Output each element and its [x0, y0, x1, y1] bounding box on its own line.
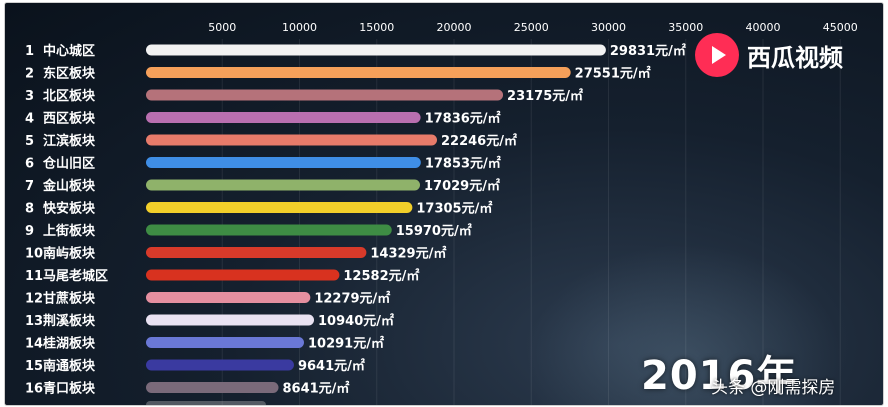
- logo-text: 西瓜视频: [747, 43, 843, 72]
- category-label: 青口板块: [43, 381, 96, 397]
- category-label: 甘蔗板块: [43, 291, 96, 307]
- bar: [146, 401, 266, 405]
- value-label: 17836元/㎡: [425, 111, 501, 127]
- bar: [146, 292, 311, 303]
- category-label: 快安板块: [43, 201, 96, 217]
- category-label: 上街板块: [43, 223, 96, 239]
- value-label: 10940元/㎡: [318, 313, 394, 329]
- bar: [146, 382, 279, 393]
- rank-label: 4: [25, 112, 34, 127]
- x-tick-label: 10000: [282, 21, 317, 34]
- bar: [146, 44, 606, 56]
- rank-label: 1: [25, 44, 34, 59]
- x-tick-label: 30000: [591, 21, 626, 34]
- bar: [146, 179, 421, 191]
- bar: [146, 314, 315, 326]
- xigua-logo: 西瓜视频: [695, 31, 843, 79]
- value-label: 17305元/㎡: [416, 201, 492, 217]
- bar: [146, 134, 438, 146]
- rank-label: 14: [25, 337, 43, 352]
- bar: [146, 224, 392, 236]
- category-label: 南屿板块: [43, 246, 96, 262]
- category-label: 北区板块: [43, 88, 96, 104]
- bar: [146, 247, 367, 258]
- category-label: 东区板块: [43, 66, 96, 82]
- background-glow: [525, 243, 845, 405]
- value-label: 22246元/㎡: [441, 133, 517, 149]
- x-tick-label: 20000: [437, 21, 472, 34]
- bar: [146, 359, 294, 371]
- value-label: 8641元/㎡: [283, 381, 350, 397]
- value-label: 9641元/㎡: [298, 358, 365, 374]
- rank-label: 6: [25, 157, 34, 172]
- category-label: 荆溪板块: [43, 313, 96, 329]
- bar: [146, 157, 421, 168]
- category-label: 江滨板块: [43, 133, 96, 149]
- rank-label: 3: [25, 89, 34, 104]
- watermark: 头条 @刚需探房: [711, 378, 836, 398]
- rank-label: 16: [25, 382, 43, 397]
- x-tick-label: 45000: [823, 21, 858, 34]
- category-label: 南通板块: [43, 358, 96, 374]
- bar: [146, 112, 421, 123]
- rank-label: 2: [25, 67, 34, 82]
- category-label: 桂湖板块: [42, 336, 96, 352]
- year-label: 2016年: [641, 353, 798, 399]
- partial-next-row: [21, 401, 161, 405]
- rank-label: 15: [25, 359, 43, 374]
- play-icon: [695, 33, 739, 77]
- value-label: 17029元/㎡: [424, 178, 500, 194]
- bar-chart: 5000 10000 15000 20000 25000 30000 35000 40000 4…: [25, 21, 858, 405]
- category-label: 中心城区: [43, 43, 95, 59]
- bar: [146, 89, 504, 101]
- bar: [146, 67, 571, 78]
- chart-frame: 5000 10000 15000 20000 25000 30000 35000 40000 4…: [4, 2, 884, 406]
- value-label: 27551元/㎡: [575, 66, 651, 82]
- rank-label: 10: [25, 247, 43, 262]
- rank-label: 13: [25, 314, 43, 329]
- value-label: 23175元/㎡: [507, 88, 583, 104]
- category-label: 金山板块: [42, 178, 96, 194]
- category-label: 马尾老城区: [43, 268, 108, 284]
- bar: [146, 202, 413, 213]
- value-label: 17853元/㎡: [425, 156, 501, 172]
- bar: [146, 269, 340, 281]
- rank-label: 7: [25, 179, 34, 194]
- rank-label: 11: [25, 269, 43, 284]
- value-label: 14329元/㎡: [370, 246, 446, 262]
- x-tick-label: 15000: [359, 21, 394, 34]
- x-tick-label: 35000: [668, 21, 703, 34]
- rank-label: 5: [25, 134, 34, 149]
- x-tick-label: 40000: [746, 21, 781, 34]
- value-label: 12582元/㎡: [343, 268, 419, 284]
- bar: [146, 337, 304, 348]
- category-label: 西区板块: [43, 111, 96, 127]
- rank-label: 8: [25, 202, 34, 217]
- value-label: 10291元/㎡: [308, 336, 384, 352]
- x-tick-label: 5000: [208, 21, 236, 34]
- value-label: 15970元/㎡: [396, 223, 472, 239]
- rank-label: 9: [25, 224, 34, 239]
- value-label: 29831元/㎡: [610, 43, 686, 59]
- value-label: 12279元/㎡: [314, 291, 390, 307]
- category-label: 仓山旧区: [42, 156, 95, 172]
- x-tick-label: 25000: [514, 21, 549, 34]
- rank-label: 12: [25, 292, 43, 307]
